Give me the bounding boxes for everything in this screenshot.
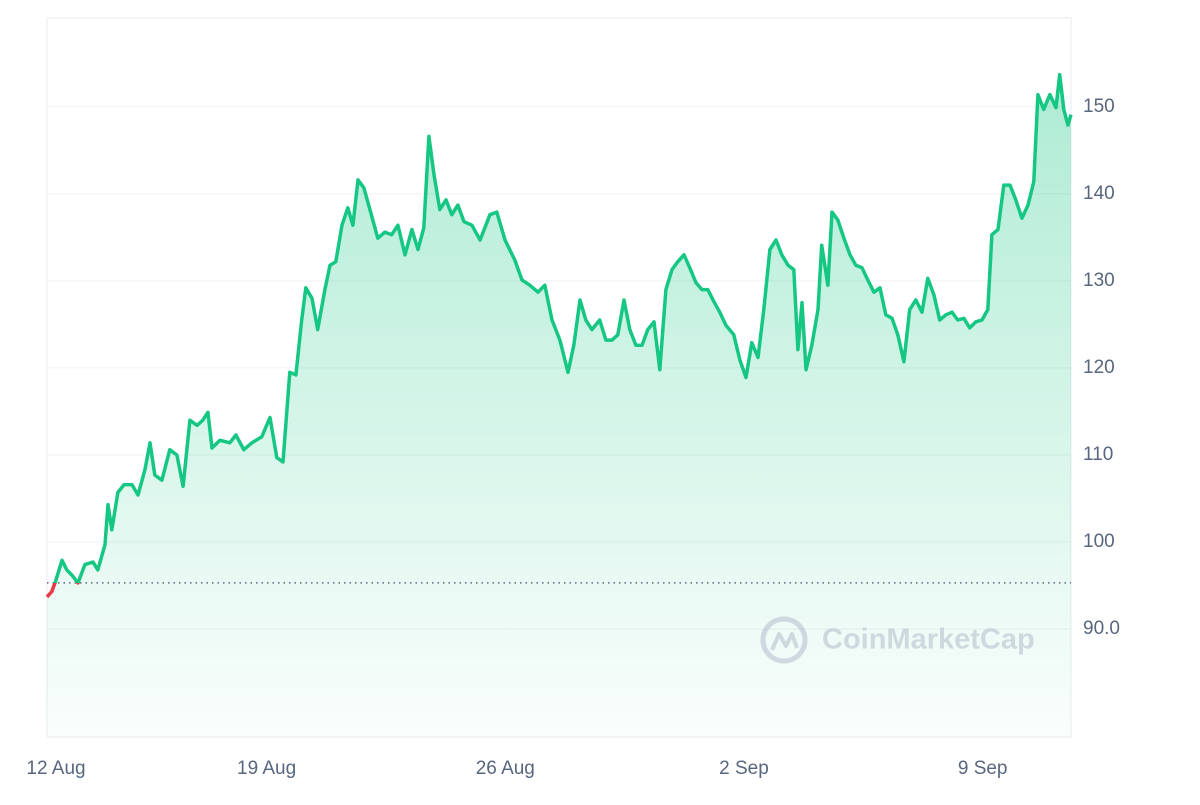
x-tick-label: 12 Aug [26,758,85,779]
x-tick-label: 2 Sep [719,758,769,779]
price-area [47,74,1071,738]
watermark-logo-mark [770,632,799,651]
y-tick-label: 150 [1083,96,1115,117]
y-tick-label: 120 [1083,357,1115,378]
watermark-text: CoinMarketCap [822,624,1035,656]
y-tick-label: 140 [1083,183,1115,204]
watermark: CoinMarketCap [760,616,1035,664]
watermark-logo [760,616,808,664]
y-tick-label: 100 [1083,531,1115,552]
y-tick-label: 130 [1083,270,1115,291]
x-tick-label: 9 Sep [958,758,1008,779]
price-line [45,72,1073,599]
x-tick-label: 26 Aug [476,758,535,779]
y-tick-label: 90.0 [1083,618,1120,639]
y-tick-label: 110 [1083,444,1113,465]
x-tick-label: 19 Aug [237,758,296,779]
